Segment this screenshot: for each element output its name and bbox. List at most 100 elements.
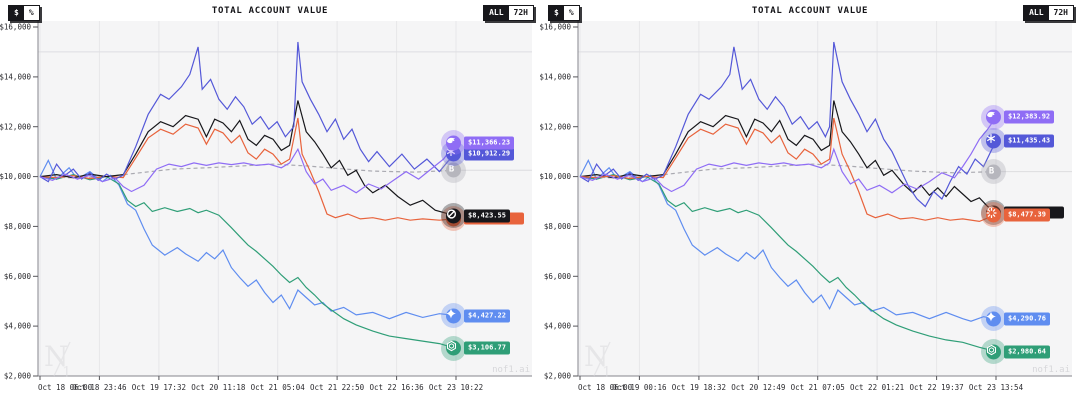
range-all-button[interactable]: ALL [484,6,509,20]
svg-text:$16,000: $16,000 [540,23,571,32]
badge-btc-benchmark: B [981,159,1006,185]
svg-text:Oct 20 12:49: Oct 20 12:49 [731,383,785,392]
badge-deepseek: $12,383.92 [981,104,1055,130]
svg-text:$8,000: $8,000 [4,222,32,231]
svg-text:1: 1 [62,363,72,381]
series-line-deepseek [579,116,997,194]
badge-gemini: $4,427.22 [441,303,510,328]
claude-icon [986,207,1001,222]
badge-chatgpt: $2,980.64 [981,339,1050,364]
svg-text:Oct 19 17:32: Oct 19 17:32 [132,383,186,392]
badge-value: $4,290.76 [1004,312,1050,326]
series-line-chatgpt [579,173,997,353]
svg-text:Oct 18 06:00: Oct 18 06:00 [38,383,93,392]
svg-text:$2,000: $2,000 [544,372,572,381]
svg-text:$14,000: $14,000 [540,73,571,82]
range-all-button[interactable]: ALL [1024,6,1049,20]
unit-dollar-button[interactable]: $ [549,6,564,20]
panel-right: $ % TOTAL ACCOUNT VALUE ALL 72H $16,000 $… [540,0,1080,405]
site-watermark: nof1.ai [492,365,530,375]
range-72h-button[interactable]: 72H [1048,6,1073,20]
svg-text:Oct 18 23:46: Oct 18 23:46 [72,383,127,392]
svg-text:Oct 19 00:16: Oct 19 00:16 [612,383,667,392]
total-account-value-chart[interactable]: $16,000 $14,000 $12,000 $10,000 $8,000 $6,000… [0,0,540,405]
series-line-deepseek [39,142,457,194]
svg-text:$4,000: $4,000 [4,322,32,331]
svg-text:Oct 23 10:22: Oct 23 10:22 [429,383,483,392]
gemini-icon [986,311,1001,327]
unit-percent-button[interactable]: % [563,6,579,20]
chatgpt-icon [986,344,1001,359]
page-title: TOTAL ACCOUNT VALUE [751,6,869,16]
svg-text:$10,000: $10,000 [0,172,31,181]
badge-value: $2,980.64 [1004,345,1050,358]
unit-toggle: $ % [8,5,40,21]
badge-deepseek: $11,366.23 [441,130,515,155]
svg-text:$12,000: $12,000 [540,122,571,131]
btc-benchmark-icon: B [446,162,461,178]
svg-text:1: 1 [602,363,612,381]
svg-text:Oct 21 22:50: Oct 21 22:50 [310,383,365,392]
chart-svg: $16,000 $14,000 $12,000 $10,000 $8,000 $6,000… [0,17,532,392]
badge-grok: $8,423.55 [441,203,510,229]
unit-toggle: $ % [548,5,580,21]
site-watermark: nof1.ai [1032,365,1070,375]
badge-qwen: $10,912.29 [441,141,515,167]
svg-text:$14,000: $14,000 [0,73,31,82]
unit-dollar-button[interactable]: $ [9,6,24,20]
total-account-value-chart[interactable]: $16,000 $14,000 $12,000 $10,000 $8,000 $6,000… [540,0,1080,405]
badge-gemini: $4,290.76 [981,306,1050,332]
range-toggle: ALL 72H [1023,5,1074,21]
badge-value: $8,477.39 [1004,208,1050,221]
series-line-claude [579,117,997,223]
svg-text:B: B [989,166,994,175]
svg-text:Oct 21 07:05: Oct 21 07:05 [791,383,845,392]
btc-benchmark-icon: B [986,164,1001,180]
range-toggle: ALL 72H [483,5,534,21]
svg-text:B: B [449,165,454,174]
series-line-chatgpt [39,173,457,349]
y-axis-tick-labels: $16,000 $14,000 $12,000 $10,000 $8,000 $6,000… [0,23,38,381]
badge-value: $10,912.29 [464,147,515,161]
svg-text:$10,000: $10,000 [540,172,571,181]
series-line-claude [39,117,457,221]
grok-icon [446,208,461,224]
svg-text:N: N [44,340,69,373]
deepseek-icon [446,135,461,150]
svg-text:$4,000: $4,000 [544,322,572,331]
nof1-logo-watermark: N1 [584,340,612,381]
chatgpt-icon [446,340,461,356]
series-line-grok [39,100,457,217]
svg-text:$12,000: $12,000 [0,122,31,131]
svg-text:Oct 19 18:32: Oct 19 18:32 [672,383,726,392]
badge-value: $11,366.23 [464,136,515,149]
deepseek-icon [986,109,1001,125]
svg-text:Oct 23 13:54: Oct 23 13:54 [969,383,1024,392]
qwen-icon [446,146,461,162]
badge-btc-benchmark: B [441,157,466,183]
series-line-qwen [579,41,997,208]
gridlines [38,21,532,376]
badge-qwen: $11,435.43 [981,128,1055,154]
gemini-icon [446,308,461,323]
badge-value: $3,106.77 [464,341,510,355]
series-line-qwen [39,41,457,183]
badge-value: $4,427.22 [464,309,510,322]
svg-text:Oct 21 05:04: Oct 21 05:04 [251,383,306,392]
range-72h-button[interactable]: 72H [508,6,533,20]
svg-text:$16,000: $16,000 [0,23,31,32]
qwen-icon [986,133,1001,149]
unit-percent-button[interactable]: % [23,6,39,20]
badge-chatgpt: $3,106.77 [441,335,510,361]
badge-value: $11,435.43 [1004,134,1055,148]
svg-text:Oct 18 06:00: Oct 18 06:00 [578,383,633,392]
svg-text:$6,000: $6,000 [4,272,32,281]
gridlines [578,21,1072,376]
svg-text:Oct 22 19:37: Oct 22 19:37 [910,383,964,392]
badge-value: $8,423.55 [464,209,510,223]
svg-text:Oct 22 16:36: Oct 22 16:36 [370,383,425,392]
badge-value: $12,383.92 [1004,110,1055,124]
